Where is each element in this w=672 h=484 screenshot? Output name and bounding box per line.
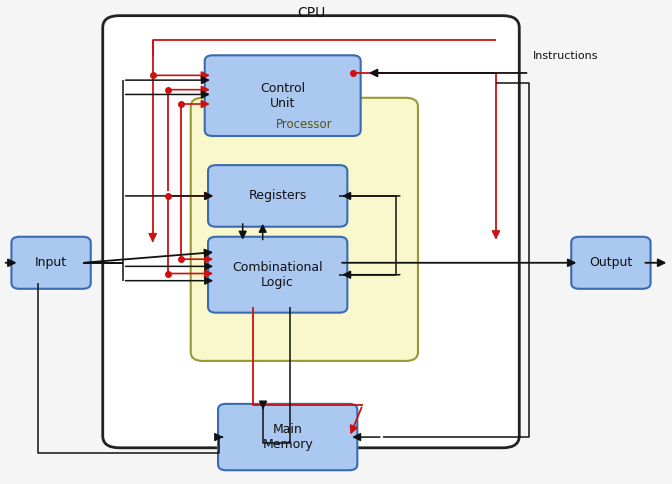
Text: Control
Unit: Control Unit (260, 82, 305, 110)
FancyBboxPatch shape (218, 404, 358, 470)
FancyBboxPatch shape (103, 15, 519, 448)
Text: Processor: Processor (276, 118, 333, 131)
Text: Main
Memory: Main Memory (262, 423, 313, 451)
FancyBboxPatch shape (208, 165, 347, 227)
FancyBboxPatch shape (139, 56, 269, 429)
FancyBboxPatch shape (191, 98, 418, 361)
Text: Instructions: Instructions (533, 51, 598, 61)
Text: Output: Output (589, 256, 632, 269)
FancyBboxPatch shape (205, 55, 361, 136)
FancyBboxPatch shape (116, 56, 506, 429)
FancyBboxPatch shape (11, 237, 91, 289)
Text: CPU: CPU (297, 6, 325, 20)
Text: Combinational
Logic: Combinational Logic (233, 261, 323, 289)
Text: Registers: Registers (249, 189, 307, 202)
Text: Input: Input (35, 256, 67, 269)
FancyBboxPatch shape (208, 237, 347, 313)
FancyBboxPatch shape (571, 237, 650, 289)
